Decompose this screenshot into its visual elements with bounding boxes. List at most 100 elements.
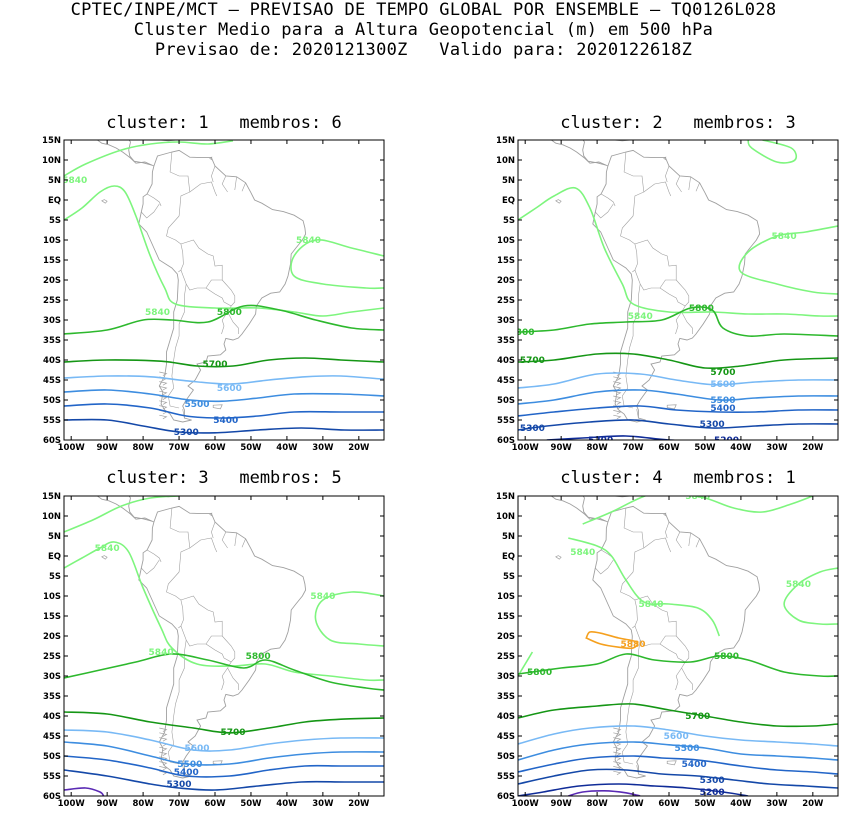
central-america-coastline (550, 496, 609, 523)
lat-tick-label: 20S (43, 276, 61, 286)
lat-tick-label: 25S (497, 296, 515, 306)
lon-tick-label: 40W (276, 443, 298, 453)
central-america-coastline (128, 496, 153, 522)
archipelago-outline (613, 376, 622, 381)
archipelago-outline (613, 390, 622, 396)
archipelago-outline (159, 414, 168, 420)
lon-tick-label: 20W (348, 799, 370, 809)
contour-line-5100 (568, 789, 641, 796)
lat-tick-label: 30S (497, 316, 515, 326)
archipelago-outline (159, 732, 168, 737)
contour-line-5200 (518, 783, 749, 796)
lon-tick-label: 100W (512, 799, 540, 809)
country-border (620, 571, 638, 629)
contour-label: 5840 (786, 580, 811, 590)
header-line-1: CPTEC/INPE/MCT – PREVISAO DE TEMPO GLOBA… (70, 0, 777, 20)
lon-tick-label: 20W (802, 799, 824, 809)
lon-tick-label: 30W (312, 799, 334, 809)
lon-tick-label: 80W (586, 443, 608, 453)
contour-label: 5400 (213, 416, 238, 426)
country-border (636, 409, 639, 419)
lon-tick-label: 100W (512, 443, 540, 453)
lon-tick-label: 90W (551, 799, 573, 809)
lat-tick-label: 25S (43, 296, 61, 306)
island-outline (101, 555, 108, 560)
south-america-coastline (592, 505, 761, 779)
lat-tick-label: 45S (43, 732, 61, 742)
contour-label: 5400 (174, 768, 199, 778)
map-frame (63, 139, 385, 441)
panel-1-title: cluster: 1 membros: 6 (106, 113, 342, 133)
contour-line-5600 (64, 375, 384, 385)
contour-line-5800 (518, 306, 838, 338)
header-line-3: Previsao de: 2020121300Z Valido para: 20… (154, 40, 693, 60)
lat-tick-label: 25S (43, 652, 61, 662)
archipelago-outline (613, 386, 622, 391)
country-border (189, 181, 218, 197)
contour-label: 5800 (527, 668, 552, 678)
country-border (600, 193, 616, 207)
country-border (221, 175, 228, 193)
contour-label: 5840 (570, 548, 595, 558)
lat-tick-label: 10N (42, 156, 61, 166)
contour-line-5300 (64, 418, 384, 434)
contour-line-5500 (64, 741, 384, 766)
contour-line-5880 (585, 630, 639, 650)
contour-label: 5600 (664, 732, 689, 742)
country-border (634, 239, 677, 280)
contour-line-5700 (64, 357, 384, 368)
contour-label: 5600 (217, 384, 242, 394)
archipelago-outline (159, 400, 168, 405)
contour-label: 5600 (185, 744, 210, 754)
contour-line-5840 (314, 591, 384, 647)
map-panel-cluster-3: 5840 5840 5840 5800 5700 5600 5500 5400 5300 15N 1… (0, 484, 420, 814)
country-border (227, 667, 239, 690)
contour-line-5300 (518, 419, 838, 431)
island-outline (208, 512, 213, 517)
lon-tick-label: 50W (694, 443, 716, 453)
lat-tick-label: 15S (497, 256, 515, 266)
lat-tick-label: 15N (496, 492, 515, 502)
archipelago-outline (613, 732, 622, 737)
country-border (634, 625, 677, 647)
archipelago-outline (159, 737, 168, 742)
contour-line-5100 (64, 787, 105, 796)
map-frame (517, 139, 839, 441)
country-border (675, 531, 682, 549)
contour-line-5840 (568, 537, 721, 637)
archipelago-outline (613, 761, 622, 766)
lat-tick-label: 45S (43, 376, 61, 386)
lat-tick-label: 10S (43, 236, 61, 246)
contour-line-5840 (64, 541, 384, 682)
lat-tick-label: 45S (497, 732, 515, 742)
contour-line-5700 (518, 703, 838, 728)
contour-label: 5700 (202, 360, 227, 370)
lon-tick-label: 20W (348, 443, 370, 453)
lon-tick-label: 50W (240, 799, 262, 809)
country-border (623, 507, 645, 573)
lon-tick-label: 60W (204, 799, 226, 809)
country-border (166, 215, 184, 273)
lon-tick-label: 90W (97, 443, 119, 453)
lat-tick-label: 10N (496, 156, 515, 166)
archipelago-outline (613, 770, 622, 776)
lon-tick-label: 100W (58, 799, 86, 809)
panel-3-title: cluster: 3 membros: 5 (106, 468, 342, 488)
lat-tick-label: 5S (49, 216, 61, 226)
south-america-coastline (138, 149, 307, 423)
contour-line-5500 (518, 389, 838, 405)
country-border (659, 279, 690, 307)
country-border (681, 311, 693, 334)
contour-label: 5840 (149, 648, 174, 658)
lat-tick-label: 10S (43, 592, 61, 602)
lat-tick-label: 55S (497, 772, 515, 782)
map-frame (63, 495, 385, 797)
lat-tick-label: 45S (497, 376, 515, 386)
lat-tick-label: 35S (497, 692, 515, 702)
archipelago-outline (613, 381, 622, 386)
lon-tick-label: 50W (694, 799, 716, 809)
country-border (595, 559, 614, 575)
country-border (182, 409, 185, 419)
lon-tick-label: 30W (766, 799, 788, 809)
